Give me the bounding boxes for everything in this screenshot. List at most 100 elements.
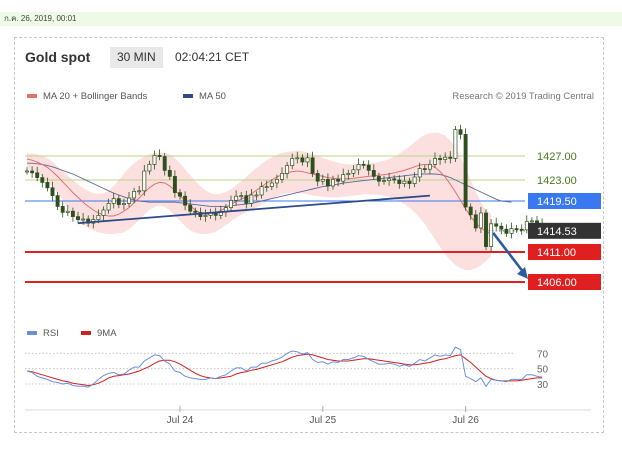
candle-body bbox=[25, 170, 29, 173]
candle-body bbox=[55, 195, 60, 207]
timeframe-badge[interactable]: 30 MIN bbox=[110, 47, 163, 68]
chart-legend: MA 20 + Bollinger Bands MA 50 Research ©… bbox=[27, 91, 594, 102]
candle-body bbox=[463, 134, 468, 208]
projection-arrowhead bbox=[517, 267, 528, 279]
candle-body bbox=[127, 197, 131, 204]
candle-body bbox=[76, 216, 80, 220]
level-label-bg bbox=[528, 193, 601, 209]
candle-body bbox=[514, 228, 519, 230]
ma50-legend-label: MA 50 bbox=[199, 91, 226, 102]
candle-body bbox=[259, 186, 264, 196]
candle-body bbox=[264, 186, 269, 188]
candle-body bbox=[106, 203, 111, 211]
ma50-line bbox=[27, 162, 512, 207]
projection-arrow bbox=[492, 232, 526, 274]
candle-body bbox=[249, 194, 254, 204]
rsi-tick-label: 30 bbox=[537, 380, 549, 391]
candle-body bbox=[382, 180, 386, 182]
candle-body bbox=[499, 225, 504, 230]
level-label: 1406.00 bbox=[537, 277, 577, 289]
candle-body bbox=[229, 200, 233, 208]
candle-body bbox=[397, 179, 402, 184]
trend-annotations bbox=[77, 194, 528, 279]
rsi-line bbox=[26, 346, 543, 388]
candle-body bbox=[157, 155, 162, 157]
candle-body bbox=[50, 187, 55, 196]
candle-body bbox=[167, 170, 172, 177]
candle-body bbox=[371, 170, 376, 177]
candle-body bbox=[453, 129, 458, 159]
rsi-ma-line bbox=[26, 353, 543, 387]
candle-body bbox=[183, 195, 188, 206]
candle-body bbox=[274, 179, 279, 184]
chart-header: Gold spot 30 MIN 02:04:21 CET bbox=[15, 38, 603, 76]
candle-body bbox=[162, 156, 167, 171]
candle-body bbox=[254, 194, 259, 197]
ma20-legend-label: MA 20 + Bollinger Bands bbox=[43, 91, 148, 102]
rsi-ma-legend-swatch bbox=[81, 331, 91, 335]
price-candles bbox=[25, 124, 545, 252]
candle-body bbox=[422, 168, 427, 170]
candle-body bbox=[147, 164, 152, 172]
candle-body bbox=[504, 228, 509, 234]
candle-body bbox=[529, 220, 534, 223]
candle-body bbox=[310, 157, 315, 174]
chart-time: 02:04:21 CET bbox=[175, 50, 250, 64]
candle-body bbox=[361, 164, 366, 166]
x-tick-label: Jul 25 bbox=[309, 415, 336, 426]
candle-body bbox=[142, 170, 147, 192]
candle-body bbox=[111, 198, 116, 204]
level-label-bg bbox=[528, 244, 601, 260]
candle-body bbox=[433, 158, 437, 165]
price-chart: MA 20 + Bollinger Bands MA 50 Research ©… bbox=[25, 91, 601, 426]
candle-body bbox=[519, 228, 524, 231]
candle-body bbox=[376, 176, 381, 182]
candle-body bbox=[70, 210, 75, 217]
candle-body bbox=[320, 179, 325, 182]
candle-body bbox=[96, 215, 101, 220]
candle-body bbox=[438, 158, 443, 160]
candle-body bbox=[402, 180, 407, 184]
trend-line bbox=[77, 194, 430, 225]
candle-body bbox=[331, 179, 335, 187]
candle-body bbox=[40, 177, 45, 183]
candle-body bbox=[121, 203, 126, 205]
rsi-panel: RSI 9MA 70 50 30 bbox=[25, 328, 549, 391]
candle-body bbox=[468, 206, 473, 216]
candle-body bbox=[356, 164, 361, 171]
ma50-legend-swatch bbox=[183, 94, 193, 98]
x-axis: Jul 24 Jul 25 Jul 26 bbox=[167, 406, 479, 426]
credit-label: Research © 2019 Trading Central bbox=[452, 91, 594, 102]
candle-body bbox=[295, 157, 300, 160]
candle-body bbox=[448, 156, 453, 159]
candle-body bbox=[478, 212, 483, 229]
candle-body bbox=[244, 195, 249, 204]
candle-body bbox=[366, 164, 371, 171]
candle-body bbox=[351, 169, 356, 174]
candle-body bbox=[35, 172, 40, 178]
candle-body bbox=[203, 215, 208, 217]
candle-body bbox=[305, 157, 310, 163]
candle-body bbox=[116, 198, 121, 205]
rsi-tick-label: 50 bbox=[537, 365, 549, 376]
candle-body bbox=[234, 195, 239, 201]
level-label: 1427.00 bbox=[537, 151, 577, 163]
candle-body bbox=[417, 168, 422, 178]
candle-body bbox=[392, 178, 397, 181]
candle-body bbox=[60, 206, 65, 213]
candle-body bbox=[387, 178, 392, 181]
candle-body bbox=[101, 209, 106, 216]
candle-body bbox=[152, 155, 157, 165]
candle-body bbox=[489, 223, 494, 247]
candle-body bbox=[458, 129, 463, 135]
candle-body bbox=[300, 157, 305, 163]
candle-body bbox=[239, 195, 244, 197]
date-bar: ก.ค. 26, 2019, 00:01 bbox=[0, 12, 622, 26]
candle-body bbox=[346, 173, 351, 175]
instrument-title: Gold spot bbox=[25, 49, 91, 65]
candle-body bbox=[290, 158, 295, 166]
level-label: 1414.53 bbox=[537, 226, 577, 238]
candle-body bbox=[193, 210, 198, 213]
ma20-legend-swatch bbox=[27, 94, 37, 98]
candle-body bbox=[484, 212, 488, 247]
